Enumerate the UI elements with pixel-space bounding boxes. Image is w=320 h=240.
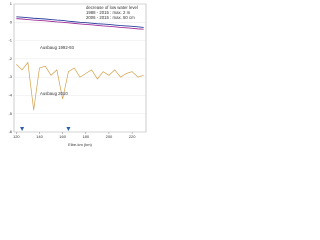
chart: Elbe-km (km) -6 -5 -4 -3 -2 -1 0 1 120 140 160 180 2… <box>8 1 147 147</box>
series-line <box>16 18 144 30</box>
marker <box>66 127 71 131</box>
marker <box>20 127 25 131</box>
x-tick-label: 220 <box>129 134 136 139</box>
y-tick-label: -6 <box>8 129 12 134</box>
annotation: decrease of low water level <box>86 5 138 10</box>
plot-area <box>13 3 147 133</box>
x-axis-label: Elbe-km (km) <box>68 142 92 147</box>
x-tick-label: 180 <box>82 134 89 139</box>
y-tick-label: 0 <box>10 19 13 24</box>
y-tick-label: -5 <box>8 111 12 116</box>
y-tick-label: -2 <box>8 56 12 61</box>
y-tick-label: -3 <box>8 74 12 79</box>
series-line <box>16 16 144 28</box>
y-tick-label: -4 <box>8 92 12 97</box>
x-tick-label: 140 <box>36 134 43 139</box>
annotation: 1988 - 2015 : max. 2 m <box>86 10 131 15</box>
x-tick-label: 200 <box>106 134 113 139</box>
series-line <box>16 61 144 111</box>
annotation: 2006 - 2015 : max. 50 cm <box>86 15 135 20</box>
y-tick-label: 1 <box>10 1 13 6</box>
annotation: Ausbaug 1992-93 <box>40 45 75 50</box>
y-tick-label: -1 <box>8 38 12 43</box>
x-tick-label: 160 <box>59 134 66 139</box>
x-tick-label: 120 <box>13 134 20 139</box>
annotation: Ausbaug 2010 <box>40 91 68 96</box>
